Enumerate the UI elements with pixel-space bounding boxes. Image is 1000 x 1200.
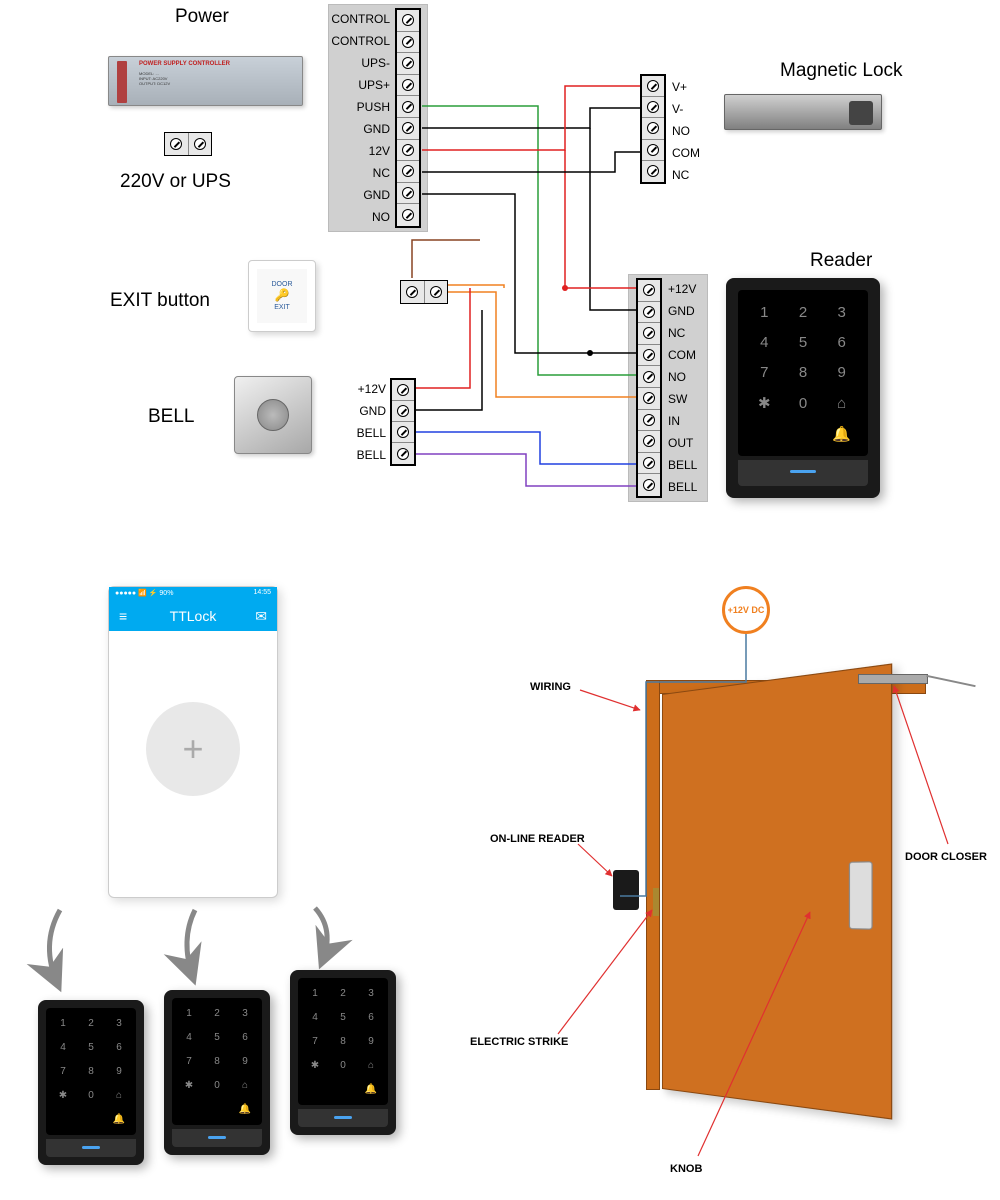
main-t-6: 12V — [330, 144, 390, 158]
mag-t-0: V+ — [672, 80, 687, 94]
power-12v-circle: +12V DC — [722, 586, 770, 634]
main-t-4: PUSH — [330, 100, 390, 114]
power-supply-title: POWER SUPPLY CONTROLLER — [139, 61, 230, 67]
maglock-terminal-block — [640, 74, 666, 184]
exit-connector — [400, 280, 448, 304]
main-terminal-block — [395, 8, 421, 228]
phone-mockup: ●●●●● 📶 ⚡ 90%14:55 ≡ TTLock ✉ + — [108, 586, 278, 898]
reader-t-8: BELL — [668, 458, 697, 472]
mag-t-2: NO — [672, 124, 690, 138]
reader-small-2: 123 456 789 ✱0⌂ 🔔 — [164, 990, 270, 1155]
door-panel — [662, 663, 892, 1119]
exit-button-text: DOOR 🔑 EXIT — [272, 280, 293, 313]
bell-t-1: GND — [340, 404, 386, 418]
reader-small-1: 123 456 789 ✱0⌂ 🔔 — [38, 1000, 144, 1165]
phone-body: + — [109, 631, 277, 897]
reader-label: Reader — [810, 250, 872, 272]
door-frame-left — [646, 680, 660, 1090]
phone-status-bar: ●●●●● 📶 ⚡ 90%14:55 — [109, 587, 277, 601]
callout-wiring: WIRING — [530, 681, 571, 693]
main-t-5: GND — [330, 122, 390, 136]
callout-knob: KNOB — [670, 1163, 702, 1175]
online-reader-on-wall — [613, 870, 639, 910]
bell-speaker — [257, 399, 289, 431]
menu-icon: ≡ — [119, 608, 127, 624]
power-label: Power — [175, 6, 229, 28]
reader-t-5: SW — [668, 392, 687, 406]
reader-t-6: IN — [668, 414, 680, 428]
door-closer-arm — [926, 675, 975, 687]
mag-t-4: NC — [672, 168, 689, 182]
reader-t-7: OUT — [668, 436, 693, 450]
reader-t-9: BELL — [668, 480, 697, 494]
bell-t-3: BELL — [340, 448, 386, 462]
main-t-3: UPS+ — [330, 78, 390, 92]
bell-t-0: +12V — [340, 382, 386, 396]
reader-device: 123 456 789 ✱0⌂ 🔔 — [726, 278, 880, 498]
bell-t-2: BELL — [340, 426, 386, 440]
mail-icon: ✉ — [255, 608, 267, 625]
mag-t-1: V- — [672, 102, 683, 116]
door-knob — [849, 861, 873, 930]
reader-terminal-block — [636, 278, 662, 498]
main-t-1: CONTROL — [330, 34, 390, 48]
bell-terminal-block — [390, 378, 416, 466]
main-t-8: GND — [330, 188, 390, 202]
callout-reader: ON-LINE READER — [490, 833, 585, 845]
power-supply-spec: MODEL: ...INPUT: AC220VOUTPUT: DC12V — [139, 71, 170, 86]
exit-button-image: DOOR 🔑 EXIT — [248, 260, 316, 332]
door-closer — [858, 674, 928, 684]
mag-t-3: COM — [672, 146, 700, 160]
main-t-7: NC — [330, 166, 390, 180]
magnetic-lock-image — [724, 94, 882, 130]
add-lock-button[interactable]: + — [146, 702, 240, 796]
power-connector — [164, 132, 212, 156]
bell-image — [234, 376, 312, 454]
main-t-2: UPS- — [330, 56, 390, 70]
power-sub-label: 220V or UPS — [120, 171, 231, 193]
maglock-label: Magnetic Lock — [780, 60, 903, 82]
reader-keypad: 123 456 789 ✱0⌂ 🔔 — [738, 290, 868, 456]
callout-closer: DOOR CLOSER — [905, 851, 987, 863]
phone-header: ≡ TTLock ✉ — [109, 601, 277, 631]
reader-t-4: NO — [668, 370, 686, 384]
phone-title: TTLock — [170, 608, 217, 624]
main-t-0: CONTROL — [330, 12, 390, 26]
reader-small-3: 123 456 789 ✱0⌂ 🔔 — [290, 970, 396, 1135]
reader-t-3: COM — [668, 348, 696, 362]
exit-button-label: EXIT button — [110, 290, 210, 312]
main-t-9: NO — [330, 210, 390, 224]
power-supply-image: POWER SUPPLY CONTROLLER MODEL: ...INPUT:… — [108, 56, 303, 106]
electric-strike — [653, 888, 659, 916]
callout-strike: ELECTRIC STRIKE — [470, 1036, 568, 1048]
bell-label: BELL — [148, 406, 194, 428]
reader-t-0: +12V — [668, 282, 696, 296]
reader-t-2: NC — [668, 326, 685, 340]
reader-t-1: GND — [668, 304, 695, 318]
